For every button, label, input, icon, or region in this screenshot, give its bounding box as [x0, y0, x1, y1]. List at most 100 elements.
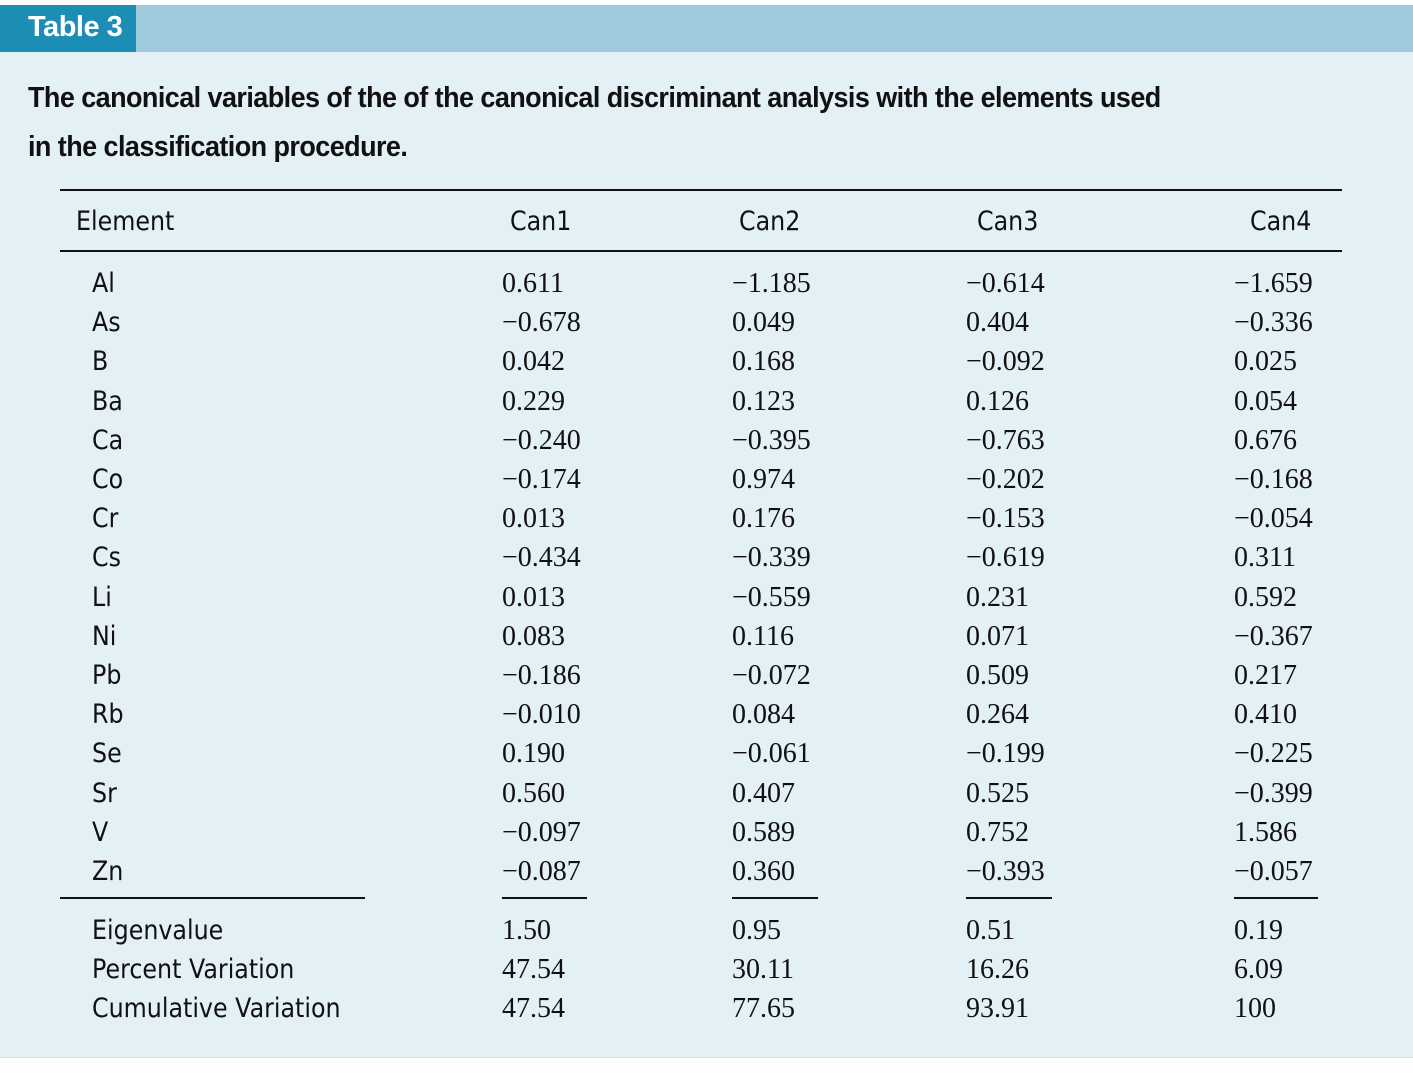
- element-label: Zn: [92, 856, 124, 887]
- element-value: −0.072: [732, 660, 811, 691]
- summary-value: 47.54: [502, 993, 565, 1024]
- element-value: 0.084: [732, 699, 795, 731]
- element-value: −0.061: [732, 738, 811, 770]
- element-value: −0.763: [966, 424, 1045, 456]
- element-label: B: [92, 346, 109, 378]
- element-value: 0.025: [1234, 346, 1297, 378]
- column-header: Can4: [1250, 206, 1312, 237]
- bottom-edge: [0, 1057, 1413, 1058]
- element-value: −0.367: [1234, 620, 1313, 652]
- element-value: 0.229: [502, 385, 565, 417]
- summary-label: Cumulative Variation: [92, 993, 341, 1024]
- element-value: −0.559: [732, 581, 811, 613]
- table-panel: [0, 5, 1413, 1058]
- table-label: Table 3: [0, 5, 136, 52]
- element-label: Rb: [92, 699, 124, 731]
- element-value: 0.410: [1234, 699, 1297, 731]
- element-value: 0.407: [732, 777, 795, 809]
- element-value: 0.360: [732, 856, 795, 887]
- summary-value: 0.19: [1234, 915, 1283, 946]
- column-header: Can1: [510, 206, 572, 237]
- summary-label: Eigenvalue: [92, 915, 224, 946]
- element-value: −0.434: [502, 542, 581, 574]
- title-bar: [0, 5, 1413, 52]
- element-value: −0.054: [1234, 503, 1313, 535]
- element-value: −0.614: [966, 268, 1045, 299]
- column-header: Can3: [977, 206, 1039, 237]
- summary-value: 100: [1234, 993, 1276, 1024]
- element-label: Cr: [92, 503, 119, 535]
- element-value: −0.619: [966, 542, 1045, 574]
- element-value: 0.560: [502, 777, 565, 809]
- caption: The canonical variables of the of the ca…: [28, 82, 1161, 163]
- element-value: 0.071: [966, 620, 1029, 652]
- element-value: −0.339: [732, 542, 811, 574]
- column-rule: [1234, 897, 1318, 899]
- summary-value: 47.54: [502, 954, 565, 985]
- element-value: −0.240: [502, 424, 581, 456]
- element-value: 0.231: [966, 581, 1029, 613]
- element-label: Al: [92, 268, 115, 299]
- element-value: 0.116: [732, 620, 794, 652]
- summary-value: 6.09: [1234, 954, 1283, 985]
- element-value: −0.087: [502, 856, 581, 887]
- element-value: −0.336: [1234, 307, 1313, 339]
- summary-value: 16.26: [966, 954, 1029, 985]
- element-value: 0.752: [966, 816, 1029, 848]
- element-label: Pb: [92, 660, 122, 691]
- row-header-title: Element: [76, 206, 175, 237]
- element-value: 0.013: [502, 503, 565, 535]
- element-value: 0.042: [502, 346, 565, 378]
- element-label: Li: [92, 581, 112, 613]
- summary-value: 0.95: [732, 915, 781, 946]
- element-value: 0.311: [1234, 542, 1296, 574]
- element-value: −1.185: [732, 268, 811, 299]
- element-value: −0.399: [1234, 777, 1313, 809]
- summary-value: 93.91: [966, 993, 1029, 1024]
- element-value: 0.190: [502, 738, 565, 770]
- element-value: 0.525: [966, 777, 1029, 809]
- element-label: Se: [92, 738, 122, 770]
- element-value: −1.659: [1234, 268, 1313, 299]
- element-value: 0.974: [732, 464, 795, 495]
- element-label: Ca: [92, 424, 124, 456]
- element-value: 0.176: [732, 503, 795, 535]
- summary-value: 0.51: [966, 915, 1015, 946]
- element-value: −0.678: [502, 307, 581, 339]
- column-rule: [966, 897, 1052, 899]
- element-value: −0.186: [502, 660, 581, 691]
- element-value: −0.199: [966, 738, 1045, 770]
- element-value: −0.092: [966, 346, 1045, 378]
- element-value: 0.611: [502, 268, 564, 299]
- element-value: 0.049: [732, 307, 795, 339]
- element-label: Ba: [92, 385, 123, 417]
- summary-label: Percent Variation: [92, 954, 295, 985]
- column-header: Can2: [739, 206, 801, 237]
- element-value: 0.404: [966, 307, 1029, 339]
- summary-value: 1.50: [502, 915, 551, 946]
- summary-value: 30.11: [732, 954, 794, 985]
- element-value: 0.013: [502, 581, 565, 613]
- element-value: 0.126: [966, 385, 1029, 417]
- top-rule: [60, 189, 1342, 191]
- element-value: −0.395: [732, 424, 811, 456]
- element-value: −0.202: [966, 464, 1045, 495]
- element-value: −0.153: [966, 503, 1045, 535]
- element-value: 0.054: [1234, 385, 1297, 417]
- element-value: 0.589: [732, 816, 795, 848]
- element-label: Cs: [92, 542, 121, 574]
- element-value: 0.083: [502, 620, 565, 652]
- element-value: −0.225: [1234, 738, 1313, 770]
- element-label: As: [92, 307, 121, 339]
- element-label: Sr: [92, 777, 117, 809]
- element-value: 0.509: [966, 660, 1029, 691]
- element-value: 0.676: [1234, 424, 1297, 456]
- element-value: 0.217: [1234, 660, 1297, 691]
- element-value: −0.393: [966, 856, 1045, 887]
- element-label: Ni: [92, 620, 117, 652]
- header-rule: [60, 250, 1342, 252]
- element-value: −0.168: [1234, 464, 1313, 495]
- element-value: −0.057: [1234, 856, 1313, 887]
- element-value: 1.586: [1234, 816, 1297, 848]
